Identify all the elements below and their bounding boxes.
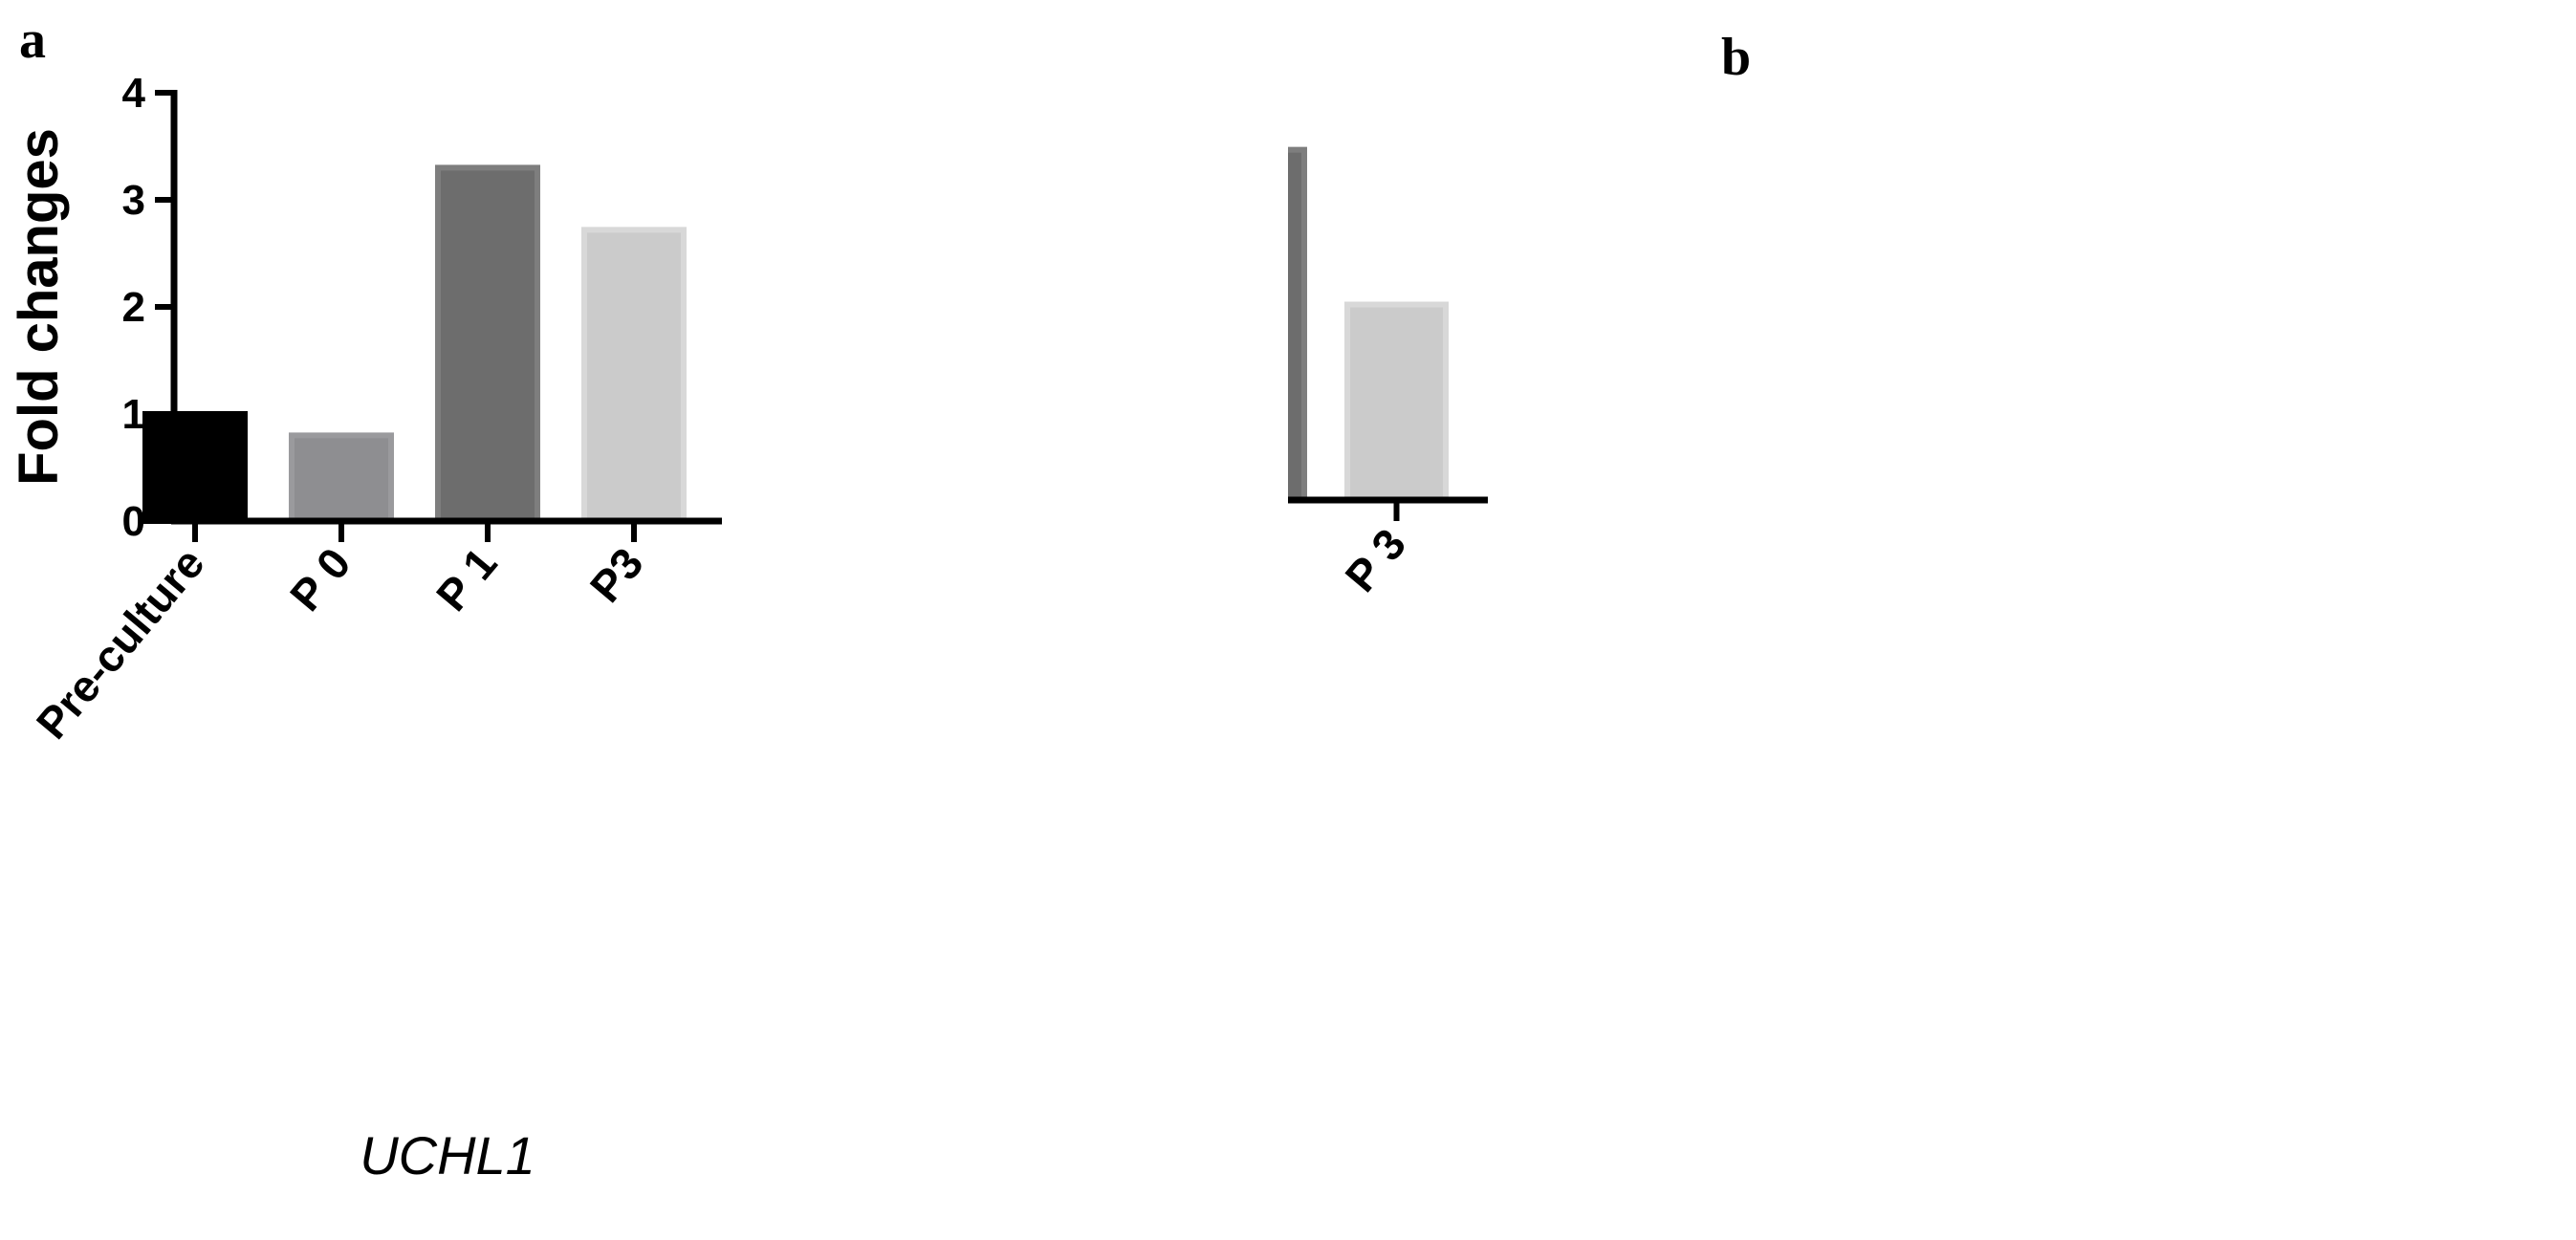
chart-a-ytick-label-2: 2	[122, 284, 145, 331]
chart-a-category-label-1: P 0	[280, 538, 360, 620]
chart-panel-a: a 0 1 2 3 4 Pre-culture P 0 P 1 P3 Fold changes UCH…	[8, 11, 722, 1186]
chart-a-panel-letter: a	[19, 11, 46, 70]
chart-a-y-axis-label: Fold changes	[8, 128, 70, 486]
chart-a-svg: a 0 1 2 3 4 Pre-culture P 0 P 1 P3 Fold changes UCH…	[8, 11, 722, 1186]
chart-a-bar-3	[581, 227, 687, 525]
chart-b-bar-3	[1344, 301, 1449, 503]
chart-b-category-label-3: P 3	[1335, 519, 1415, 601]
chart-a-category-label-3: P3	[580, 538, 653, 612]
chart-b-panel-letter: b	[1721, 28, 1751, 87]
chart-a-category-label-2: P 1	[426, 538, 507, 620]
chart-a-bar-2	[435, 164, 540, 524]
chart-a-ytick-label-0: 0	[122, 498, 145, 545]
chart-b-bar-2	[1288, 146, 1307, 503]
chart-a-ytick-label-1: 1	[122, 391, 145, 438]
chart-a-bar-1	[289, 432, 394, 524]
chart-a-bar-0	[142, 411, 248, 524]
chart-a-ytick-label-3: 3	[122, 177, 145, 224]
chart-a-x-axis-label: UCHL1	[360, 1125, 535, 1186]
chart-a-category-label-0: Pre-culture	[27, 538, 214, 748]
chart-a-ytick-label-4: 4	[122, 70, 146, 117]
